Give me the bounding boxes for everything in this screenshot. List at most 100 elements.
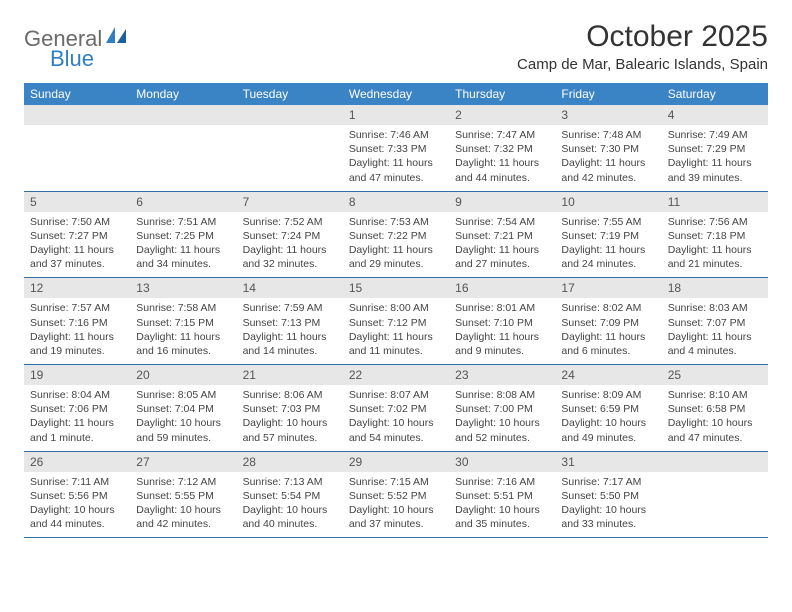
- sunset-text: Sunset: 7:19 PM: [561, 229, 655, 243]
- day-number: 16: [449, 278, 555, 298]
- daylight-text: Daylight: 11 hours and 32 minutes.: [243, 243, 337, 271]
- sunset-text: Sunset: 5:51 PM: [455, 489, 549, 503]
- weekday-header: Saturday: [662, 83, 768, 105]
- sunset-text: Sunset: 6:59 PM: [561, 402, 655, 416]
- day-cell: 27Sunrise: 7:12 AMSunset: 5:55 PMDayligh…: [130, 452, 236, 538]
- day-number: 22: [343, 365, 449, 385]
- day-info: Sunrise: 8:08 AMSunset: 7:00 PMDaylight:…: [449, 385, 555, 451]
- day-info: Sunrise: 7:53 AMSunset: 7:22 PMDaylight:…: [343, 212, 449, 278]
- day-number: 30: [449, 452, 555, 472]
- day-cell: 8Sunrise: 7:53 AMSunset: 7:22 PMDaylight…: [343, 192, 449, 278]
- day-number: 29: [343, 452, 449, 472]
- sunset-text: Sunset: 7:30 PM: [561, 142, 655, 156]
- day-info: Sunrise: 7:50 AMSunset: 7:27 PMDaylight:…: [24, 212, 130, 278]
- sunrise-text: Sunrise: 8:01 AM: [455, 301, 549, 315]
- day-info: Sunrise: 7:59 AMSunset: 7:13 PMDaylight:…: [237, 298, 343, 364]
- sunrise-text: Sunrise: 7:11 AM: [30, 475, 124, 489]
- day-number: 11: [662, 192, 768, 212]
- daylight-text: Daylight: 10 hours and 44 minutes.: [30, 503, 124, 531]
- title-block: October 2025 Camp de Mar, Balearic Islan…: [517, 20, 768, 73]
- day-cell: 13Sunrise: 7:58 AMSunset: 7:15 PMDayligh…: [130, 278, 236, 364]
- day-cell: 11Sunrise: 7:56 AMSunset: 7:18 PMDayligh…: [662, 192, 768, 278]
- day-info: Sunrise: 7:17 AMSunset: 5:50 PMDaylight:…: [555, 472, 661, 538]
- week-row: 26Sunrise: 7:11 AMSunset: 5:56 PMDayligh…: [24, 452, 768, 539]
- daylight-text: Daylight: 11 hours and 9 minutes.: [455, 330, 549, 358]
- day-number: 12: [24, 278, 130, 298]
- day-cell: 1Sunrise: 7:46 AMSunset: 7:33 PMDaylight…: [343, 105, 449, 191]
- daylight-text: Daylight: 11 hours and 37 minutes.: [30, 243, 124, 271]
- day-cell: 30Sunrise: 7:16 AMSunset: 5:51 PMDayligh…: [449, 452, 555, 538]
- day-cell: 12Sunrise: 7:57 AMSunset: 7:16 PMDayligh…: [24, 278, 130, 364]
- sunrise-text: Sunrise: 7:16 AM: [455, 475, 549, 489]
- sunrise-text: Sunrise: 7:55 AM: [561, 215, 655, 229]
- daylight-text: Daylight: 11 hours and 4 minutes.: [668, 330, 762, 358]
- day-number: 21: [237, 365, 343, 385]
- day-cell: 19Sunrise: 8:04 AMSunset: 7:06 PMDayligh…: [24, 365, 130, 451]
- day-info: Sunrise: 8:05 AMSunset: 7:04 PMDaylight:…: [130, 385, 236, 451]
- day-cell: 15Sunrise: 8:00 AMSunset: 7:12 PMDayligh…: [343, 278, 449, 364]
- day-info: Sunrise: 8:02 AMSunset: 7:09 PMDaylight:…: [555, 298, 661, 364]
- sunset-text: Sunset: 7:02 PM: [349, 402, 443, 416]
- calendar: SundayMondayTuesdayWednesdayThursdayFrid…: [24, 83, 768, 538]
- sunset-text: Sunset: 7:33 PM: [349, 142, 443, 156]
- sunset-text: Sunset: 7:13 PM: [243, 316, 337, 330]
- daylight-text: Daylight: 10 hours and 59 minutes.: [136, 416, 230, 444]
- sunset-text: Sunset: 7:22 PM: [349, 229, 443, 243]
- day-number: 7: [237, 192, 343, 212]
- day-cell: 14Sunrise: 7:59 AMSunset: 7:13 PMDayligh…: [237, 278, 343, 364]
- daylight-text: Daylight: 11 hours and 29 minutes.: [349, 243, 443, 271]
- day-cell: 22Sunrise: 8:07 AMSunset: 7:02 PMDayligh…: [343, 365, 449, 451]
- day-number: 5: [24, 192, 130, 212]
- day-number: 9: [449, 192, 555, 212]
- sunset-text: Sunset: 5:55 PM: [136, 489, 230, 503]
- daylight-text: Daylight: 11 hours and 27 minutes.: [455, 243, 549, 271]
- daylight-text: Daylight: 10 hours and 37 minutes.: [349, 503, 443, 531]
- day-number: 24: [555, 365, 661, 385]
- day-cell: 6Sunrise: 7:51 AMSunset: 7:25 PMDaylight…: [130, 192, 236, 278]
- daylight-text: Daylight: 10 hours and 54 minutes.: [349, 416, 443, 444]
- sunrise-text: Sunrise: 7:52 AM: [243, 215, 337, 229]
- weekday-header: Wednesday: [343, 83, 449, 105]
- sunrise-text: Sunrise: 8:05 AM: [136, 388, 230, 402]
- logo-text-blue: Blue: [50, 46, 94, 72]
- sunset-text: Sunset: 7:21 PM: [455, 229, 549, 243]
- daylight-text: Daylight: 11 hours and 1 minute.: [30, 416, 124, 444]
- day-cell: 28Sunrise: 7:13 AMSunset: 5:54 PMDayligh…: [237, 452, 343, 538]
- sunrise-text: Sunrise: 8:08 AM: [455, 388, 549, 402]
- sunset-text: Sunset: 7:00 PM: [455, 402, 549, 416]
- daylight-text: Daylight: 11 hours and 42 minutes.: [561, 156, 655, 184]
- header: General Blue October 2025 Camp de Mar, B…: [24, 20, 768, 73]
- day-cell: 17Sunrise: 8:02 AMSunset: 7:09 PMDayligh…: [555, 278, 661, 364]
- day-info: Sunrise: 8:04 AMSunset: 7:06 PMDaylight:…: [24, 385, 130, 451]
- weekday-header: Thursday: [449, 83, 555, 105]
- day-cell: 10Sunrise: 7:55 AMSunset: 7:19 PMDayligh…: [555, 192, 661, 278]
- day-number: 14: [237, 278, 343, 298]
- day-cell: 5Sunrise: 7:50 AMSunset: 7:27 PMDaylight…: [24, 192, 130, 278]
- daylight-text: Daylight: 10 hours and 33 minutes.: [561, 503, 655, 531]
- day-cell: 7Sunrise: 7:52 AMSunset: 7:24 PMDaylight…: [237, 192, 343, 278]
- sunrise-text: Sunrise: 8:00 AM: [349, 301, 443, 315]
- daylight-text: Daylight: 11 hours and 47 minutes.: [349, 156, 443, 184]
- day-cell: 3Sunrise: 7:48 AMSunset: 7:30 PMDaylight…: [555, 105, 661, 191]
- week-row: 19Sunrise: 8:04 AMSunset: 7:06 PMDayligh…: [24, 365, 768, 452]
- daylight-text: Daylight: 11 hours and 24 minutes.: [561, 243, 655, 271]
- sunrise-text: Sunrise: 7:58 AM: [136, 301, 230, 315]
- sunrise-text: Sunrise: 8:10 AM: [668, 388, 762, 402]
- daylight-text: Daylight: 11 hours and 16 minutes.: [136, 330, 230, 358]
- weekday-header: Monday: [130, 83, 236, 105]
- sunrise-text: Sunrise: 7:51 AM: [136, 215, 230, 229]
- day-cell: 26Sunrise: 7:11 AMSunset: 5:56 PMDayligh…: [24, 452, 130, 538]
- day-cell: 29Sunrise: 7:15 AMSunset: 5:52 PMDayligh…: [343, 452, 449, 538]
- sunrise-text: Sunrise: 7:15 AM: [349, 475, 443, 489]
- day-number: 26: [24, 452, 130, 472]
- day-cell: [130, 105, 236, 191]
- sunrise-text: Sunrise: 7:57 AM: [30, 301, 124, 315]
- sunrise-text: Sunrise: 7:17 AM: [561, 475, 655, 489]
- sunrise-text: Sunrise: 8:06 AM: [243, 388, 337, 402]
- day-number: 15: [343, 278, 449, 298]
- day-number: 25: [662, 365, 768, 385]
- sunset-text: Sunset: 7:25 PM: [136, 229, 230, 243]
- day-number: [237, 105, 343, 125]
- sunset-text: Sunset: 5:50 PM: [561, 489, 655, 503]
- sunrise-text: Sunrise: 7:13 AM: [243, 475, 337, 489]
